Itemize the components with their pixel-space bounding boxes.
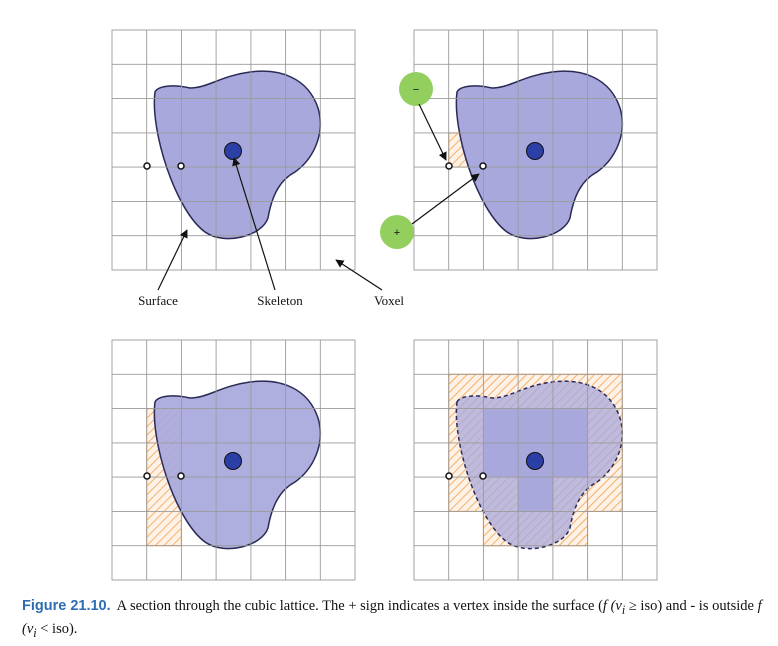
surface-arrow — [157, 229, 188, 291]
caption-math-outside-rel: < iso). — [36, 620, 78, 637]
vertex-point-icon — [479, 472, 487, 480]
skeleton-point-icon — [224, 142, 242, 160]
vertex-point-icon — [143, 162, 151, 170]
lattice-grid — [413, 29, 658, 271]
surface-label: Surface — [138, 293, 178, 308]
lattice-grid — [111, 339, 356, 581]
panel-bottom-left — [111, 339, 356, 581]
vertex-point-icon — [445, 472, 453, 480]
lattice-grid — [111, 29, 356, 271]
voxel-arrow — [335, 259, 383, 291]
caption-text-1: A section through the cubic lattice. The… — [116, 598, 603, 614]
skeleton-arrow — [232, 157, 276, 291]
caption-math-outside: f (v — [22, 598, 762, 637]
plus-arrow — [411, 173, 480, 225]
skeleton-point-icon — [526, 142, 544, 160]
skeleton-point-icon — [526, 452, 544, 470]
panel-top-left — [111, 29, 383, 291]
vertex-point-icon — [479, 162, 487, 170]
caption-math-inside-sub: i — [621, 602, 626, 617]
vertex-point-icon — [177, 162, 185, 170]
voxel-label: Voxel — [374, 293, 404, 308]
caption-math-inside-rel: ≥ iso) — [625, 598, 663, 614]
figure-illustration: − + — [111, 29, 658, 581]
plus-sign-circle-icon — [380, 215, 414, 249]
minus-sign-label: − — [413, 84, 419, 96]
caption-text-2: and - is outside — [662, 598, 758, 614]
panel-top-right — [413, 29, 658, 271]
panel-bottom-right — [413, 339, 658, 581]
minus-arrow — [418, 103, 447, 161]
skeleton-label: Skeleton — [257, 293, 303, 308]
vertex-point-icon — [177, 472, 185, 480]
vertex-point-icon — [445, 162, 453, 170]
skeleton-point-icon — [224, 452, 242, 470]
plus-sign-label: + — [394, 227, 400, 239]
figure-number: Figure 21.10. — [22, 598, 111, 614]
figure-caption: Figure 21.10. A section through the cubic… — [22, 597, 762, 643]
minus-sign-circle-icon — [399, 72, 433, 106]
vertex-point-icon — [143, 472, 151, 480]
caption-math-inside: f (v — [602, 598, 622, 614]
caption-math-outside-sub: i — [33, 625, 37, 640]
lattice-grid — [413, 339, 658, 581]
